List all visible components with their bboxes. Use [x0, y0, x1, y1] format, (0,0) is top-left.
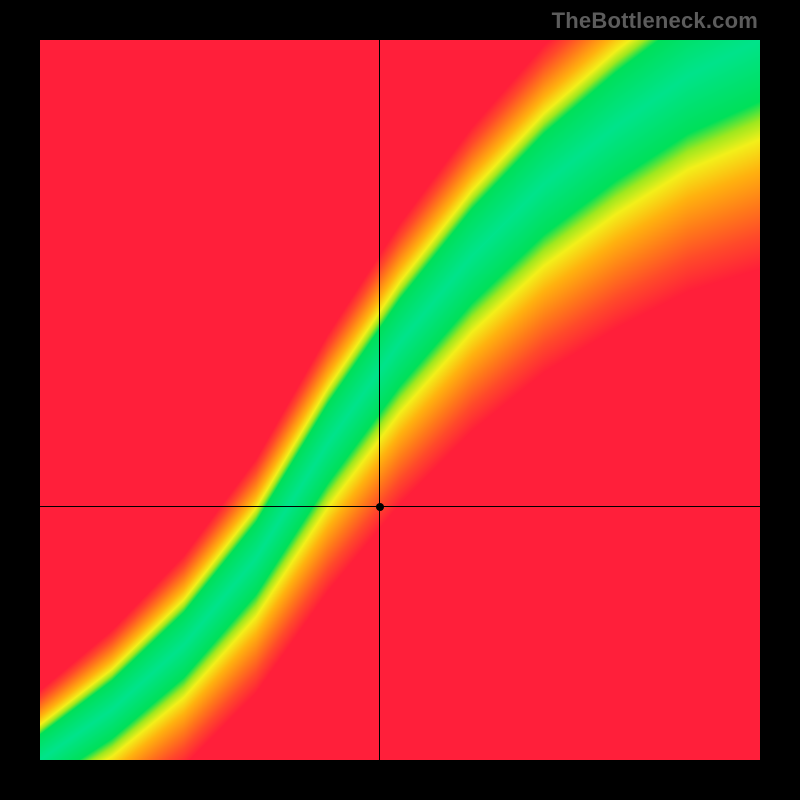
plot-area: [40, 40, 760, 760]
chart-frame: TheBottleneck.com: [0, 0, 800, 800]
watermark-text: TheBottleneck.com: [552, 8, 758, 34]
bottleneck-heatmap: [40, 40, 760, 760]
